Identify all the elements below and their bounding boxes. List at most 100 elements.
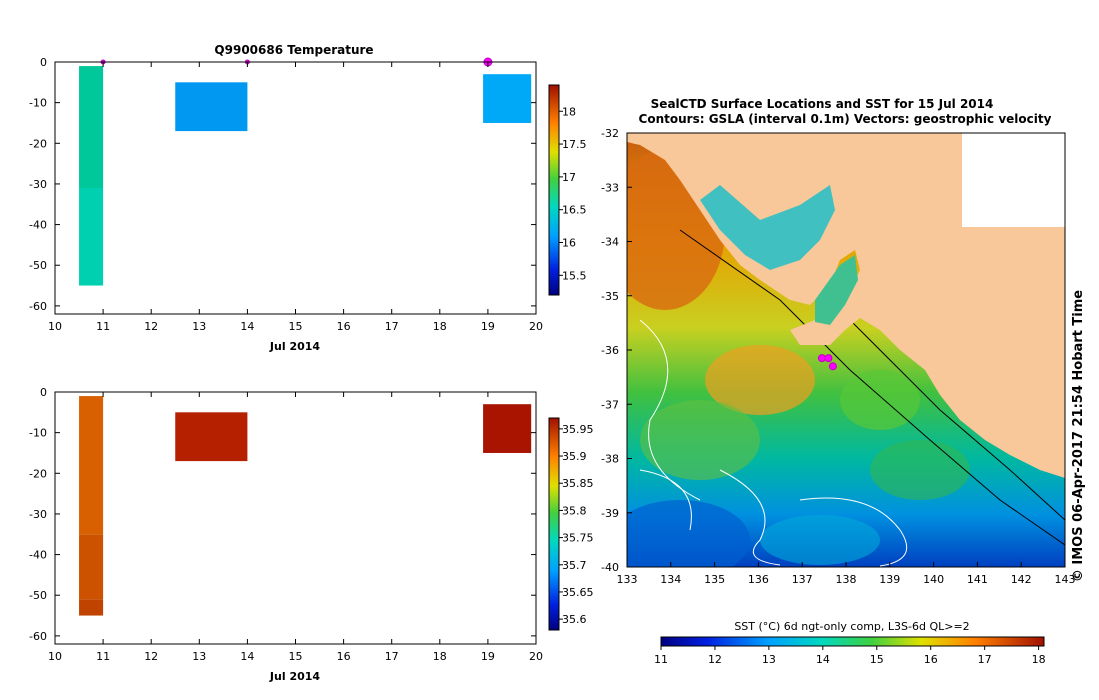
x-tick-label: 136 (748, 573, 769, 586)
y-tick-label: -39 (601, 507, 619, 520)
map-x-ticks: 133 134 135 136 137 138 139 140 141 142 143 (617, 562, 1076, 586)
temperature-title: Q9900686 Temperature (214, 43, 373, 57)
x-tick-label: 13 (192, 320, 206, 333)
x-tick-label: 133 (617, 573, 638, 586)
y-tick-label: -20 (29, 137, 47, 150)
profile-segment (79, 396, 104, 535)
sst-colorbar-label: SST (°C) 6d ngt-only comp, L3S-6d QL>=2 (734, 620, 969, 633)
profile-segment (483, 74, 532, 123)
colorbar-tick-label: 17 (562, 171, 576, 184)
colorbar-tick-label: 15.5 (562, 269, 587, 282)
y-tick-label: -36 (601, 344, 619, 357)
y-tick-label: -40 (29, 219, 47, 232)
colorbar-tick-label: 35.6 (562, 613, 587, 626)
y-tick-label: -34 (601, 236, 619, 249)
x-tick-label: 140 (923, 573, 944, 586)
x-tick-label: 13 (192, 650, 206, 663)
profile-segment (175, 82, 248, 132)
profile-segment (79, 188, 104, 286)
temperature-profiles (79, 66, 532, 286)
x-tick-label: 139 (879, 573, 900, 586)
colorbar-tick-label: 35.7 (562, 559, 587, 572)
x-tick-label: 15 (289, 320, 303, 333)
x-tick-label: 17 (385, 650, 399, 663)
y-tick-label: -30 (29, 178, 47, 191)
y-tick-label: -50 (29, 259, 47, 272)
missing-data-region (962, 133, 1065, 227)
x-tick-label: 14 (240, 650, 254, 663)
y-tick-label: -60 (29, 630, 47, 643)
colorbar-tick-label: 13 (762, 653, 776, 666)
colorbar-tick-label: 11 (654, 653, 668, 666)
salinity-x-ticks: 10 11 12 13 14 15 16 17 18 19 20 (48, 392, 543, 663)
colorbar-tick-label: 35.95 (562, 423, 594, 436)
x-tick-label: 18 (433, 650, 447, 663)
seal-location-marker (817, 354, 826, 363)
x-tick-label: 20 (529, 320, 543, 333)
y-tick-label: -30 (29, 508, 47, 521)
colorbar-tick-label: 16 (924, 653, 938, 666)
x-tick-label: 20 (529, 650, 543, 663)
colorbar-tick-label: 35.8 (562, 504, 587, 517)
colorbar-tick-label: 12 (708, 653, 722, 666)
x-tick-label: 18 (433, 320, 447, 333)
colorbar-tick-label: 35.75 (562, 532, 594, 545)
x-tick-label: 19 (481, 320, 495, 333)
profile-segment (79, 66, 104, 188)
x-tick-label: 141 (967, 573, 988, 586)
temperature-colorbar (548, 84, 560, 296)
sst-colorbar (660, 636, 1045, 647)
salinity-colorbar-ticks: 35.6 35.65 35.7 35.75 35.8 35.85 35.9 35.95 (559, 423, 594, 626)
x-tick-label: 143 (1055, 573, 1076, 586)
y-tick-label: -37 (601, 398, 619, 411)
salinity-y-ticks: 0 -10 -20 -30 -40 -50 -60 (29, 386, 536, 643)
x-tick-label: 17 (385, 320, 399, 333)
y-tick-label: -33 (601, 181, 619, 194)
colorbar-tick-label: 16 (562, 237, 576, 250)
salinity-colorbar (548, 417, 560, 631)
x-tick-label: 16 (337, 320, 351, 333)
x-tick-label: 134 (660, 573, 681, 586)
y-tick-label: -10 (29, 427, 47, 440)
salinity-profiles (79, 396, 532, 616)
colorbar-tick-label: 14 (816, 653, 830, 666)
map-title: SealCTD Surface Locations and SST for 15… (651, 97, 994, 111)
temperature-x-ticks: 10 11 12 13 14 15 16 17 18 19 20 (48, 62, 543, 333)
colorbar-tick-label: 15 (870, 653, 884, 666)
x-tick-label: 15 (289, 650, 303, 663)
temperature-colorbar-ticks: 15.5 16 16.5 17 17.5 18 (559, 105, 587, 282)
colorbar-tick-label: 35.85 (562, 477, 594, 490)
x-tick-label: 137 (792, 573, 813, 586)
x-tick-label: 12 (144, 320, 158, 333)
y-tick-label: -60 (29, 300, 47, 313)
profile-segment (483, 404, 532, 453)
y-tick-label: -10 (29, 97, 47, 110)
seal-location-marker (828, 362, 837, 371)
colorbar-tick-label: 16.5 (562, 204, 587, 217)
y-tick-label: -32 (601, 127, 619, 140)
colorbar-tick-label: 17 (978, 653, 992, 666)
y-tick-label: -50 (29, 589, 47, 602)
x-tick-label: 10 (48, 320, 62, 333)
x-tick-label: 10 (48, 650, 62, 663)
temperature-y-ticks: 0 -10 -20 -30 -40 -50 -60 (29, 56, 536, 313)
x-tick-label: 135 (704, 573, 725, 586)
x-tick-label: 12 (144, 650, 158, 663)
y-tick-label: -40 (601, 561, 619, 574)
colorbar-tick-label: 17.5 (562, 138, 587, 151)
sst-colorbar-ticks: 11 12 13 14 15 16 17 18 (654, 646, 1046, 666)
map-subtitle: Contours: GSLA (interval 0.1m) Vectors: … (639, 112, 1052, 126)
y-tick-label: 0 (40, 56, 47, 69)
temperature-plot-frame (54, 61, 537, 315)
profile-segment (79, 599, 104, 616)
x-tick-label: 142 (1011, 573, 1032, 586)
y-tick-label: 0 (40, 386, 47, 399)
temperature-panel: Q9900686 Temperature 10 11 12 13 14 15 16 17 18 1… (29, 43, 586, 353)
x-tick-label: 16 (337, 650, 351, 663)
colorbar-tick-label: 18 (1032, 653, 1046, 666)
colorbar-tick-label: 18 (562, 105, 576, 118)
map-side-label: © IMOS 06-Apr-2017 21:54 Hobart Time (1071, 290, 1086, 582)
colorbar-tick-label: 35.65 (562, 586, 594, 599)
temperature-x-label: Jul 2014 (269, 340, 320, 353)
